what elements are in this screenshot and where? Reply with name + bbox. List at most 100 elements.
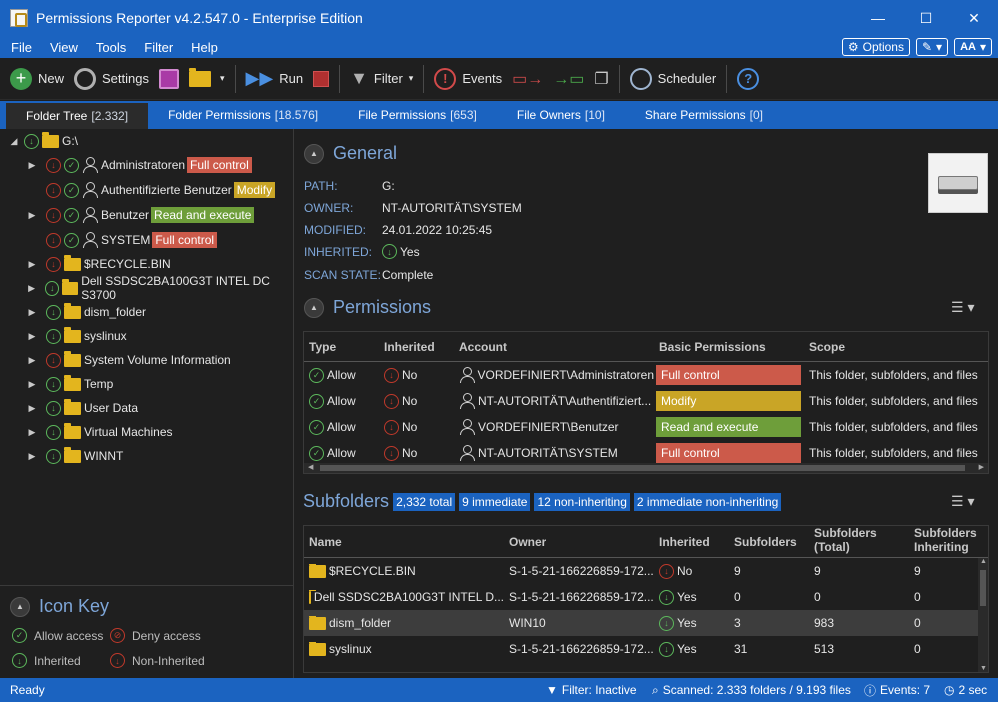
options-button[interactable]: ⚙ Options: [841, 38, 910, 56]
settings-button[interactable]: Settings: [74, 63, 149, 95]
table-row-selected[interactable]: dism_folder WIN10 ↓ Yes 3 983 0: [304, 610, 988, 636]
expand-icon[interactable]: ▶: [28, 306, 36, 317]
menu-help[interactable]: Help: [191, 39, 218, 55]
toolbar-separator: [618, 64, 620, 93]
expand-icon[interactable]: ▶: [28, 378, 36, 389]
expand-icon[interactable]: ▶: [28, 354, 36, 365]
inherited-icon: ↓: [12, 653, 27, 668]
tree-folder-row[interactable]: ▶ ↓ syslinux: [26, 324, 127, 348]
menu-view[interactable]: View: [49, 39, 78, 55]
tree-account-row[interactable]: ▶ ↓ ✓ Benutzer Read and execute: [26, 203, 255, 227]
tab-file-permissions[interactable]: File Permissions [653]: [358, 108, 477, 122]
expand-icon[interactable]: ▶: [28, 426, 36, 437]
events-button[interactable]: ! Events: [434, 63, 502, 95]
tab-share-permissions[interactable]: Share Permissions [0]: [644, 108, 763, 122]
allow-icon: ✓: [12, 628, 27, 643]
deny-icon: ⊘: [110, 628, 125, 643]
expand-icon[interactable]: ▶: [28, 282, 36, 293]
user-icon: [459, 445, 475, 461]
non-inherited-icon: ↓: [659, 563, 674, 579]
general-title: General: [333, 143, 398, 163]
subfolders-table-header: Name Owner Inherited Subfolders Subfolde…: [304, 526, 988, 558]
tree-folder-row[interactable]: ▶ ↓ WINNT: [26, 444, 123, 468]
tree-folder-row[interactable]: ▶ ↓ dism_folder: [26, 300, 146, 324]
tree-folder-row[interactable]: ▶ ↓ Dell SSDSC2BA100G3T INTEL DC S3700: [26, 274, 293, 302]
expand-icon[interactable]: ▶: [28, 209, 36, 220]
table-row[interactable]: ✓ Allow ↓ No VORDEFINIERT\Administratoren …: [304, 362, 988, 388]
stop-button[interactable]: [313, 63, 330, 95]
import-button[interactable]: →▭: [553, 63, 584, 95]
menu-filter[interactable]: Filter: [144, 39, 174, 55]
status-events[interactable]: ⓘ Events: 7: [864, 683, 931, 698]
gear-icon: ⚙: [847, 40, 859, 54]
tab-folder-tree[interactable]: Folder Tree [2.332]: [6, 103, 149, 129]
close-button[interactable]: ✕: [968, 9, 980, 26]
details-pane: ▲ General PATH: G: OWNER: NT-AUTORITÄT\S…: [295, 129, 998, 678]
help-button[interactable]: ?: [737, 63, 760, 95]
table-row[interactable]: syslinux S-1-5-21-166226859-172... ↓ Yes …: [304, 636, 988, 662]
expand-icon[interactable]: ▶: [28, 402, 36, 413]
status-filter[interactable]: ▼ Filter: Inactive: [546, 683, 637, 697]
search-icon: ⌕: [652, 682, 659, 697]
minimize-button[interactable]: —: [871, 10, 885, 26]
tree-account-row[interactable]: ↓ ✓ SYSTEM Full control: [26, 228, 218, 252]
scroll-left-icon[interactable]: ◀: [308, 464, 314, 471]
tab-folder-permissions[interactable]: Folder Permissions [18.576]: [168, 108, 319, 122]
tree-folder-row[interactable]: ▶ ↓ User Data: [26, 396, 138, 420]
icon-key-header: ▲ Icon Key: [10, 596, 109, 617]
export-button[interactable]: ▭→: [512, 63, 543, 95]
theme-button[interactable]: ✎ ▾: [915, 38, 949, 56]
copy-button[interactable]: ❐: [594, 63, 608, 95]
scheduler-button[interactable]: Scheduler: [629, 63, 716, 95]
tree-folder-row[interactable]: ▶ ↓ Virtual Machines: [26, 420, 173, 444]
users-icon: [82, 157, 98, 173]
inherited-icon: ↓: [659, 615, 674, 631]
collapse-button[interactable]: ▲: [304, 143, 324, 164]
tree-account-row[interactable]: ▶ ↓ ✓ Administratoren Full control: [26, 153, 252, 177]
table-row[interactable]: ✓ Allow ↓ No NT-AUTORITÄT\SYSTEM Full cont…: [304, 440, 988, 466]
new-button[interactable]: + New: [10, 63, 64, 95]
expand-icon[interactable]: ▶: [28, 258, 36, 269]
tree-account-row[interactable]: ↓ ✓ Authentifizierte Benutzer Modify: [26, 178, 276, 202]
expand-icon[interactable]: ▶: [28, 450, 36, 461]
table-row[interactable]: ✓ Allow ↓ No NT-AUTORITÄT\Authentifiziert.…: [304, 388, 988, 414]
horizontal-scrollbar[interactable]: ◀ ▶: [304, 463, 988, 473]
menu-tools[interactable]: Tools: [95, 39, 127, 55]
permission-badge: Read and execute: [656, 417, 801, 437]
folder-icon: [309, 642, 326, 656]
tab-file-owners[interactable]: File Owners [10]: [516, 108, 605, 122]
expand-icon[interactable]: ▶: [28, 330, 36, 341]
scrollbar-thumb[interactable]: [320, 465, 965, 471]
scrollbar-thumb[interactable]: [980, 570, 986, 606]
save-button[interactable]: [159, 63, 179, 95]
maximize-button[interactable]: ☐: [919, 9, 933, 26]
table-row[interactable]: Dell SSDSC2BA100G3T INTEL D... S-1-5-21-…: [304, 584, 988, 610]
permission-badge: Read and execute: [151, 207, 255, 223]
font-size-button[interactable]: AA ▾: [954, 38, 992, 56]
collapse-button[interactable]: ▲: [304, 297, 324, 318]
scroll-up-icon[interactable]: ▲: [980, 558, 987, 565]
menu-icon[interactable]: ☰ ▾: [951, 493, 975, 509]
collapse-button[interactable]: ▲: [10, 596, 30, 617]
tree-folder-row[interactable]: ▶ ↓ System Volume Information: [26, 348, 231, 372]
vertical-scrollbar[interactable]: ▲ ▼: [978, 558, 988, 672]
users-icon: [459, 393, 475, 409]
filter-button[interactable]: ▼ Filter ▾: [350, 68, 414, 88]
menu-file[interactable]: File: [11, 39, 32, 55]
run-button[interactable]: ▶▶ Run: [245, 68, 304, 88]
users-icon: [82, 182, 98, 198]
tree-folder-row[interactable]: ▶ ↓ $RECYCLE.BIN: [26, 252, 171, 276]
scroll-right-icon[interactable]: ▶: [978, 464, 984, 471]
collapse-icon[interactable]: ◢: [10, 135, 18, 146]
table-row[interactable]: $RECYCLE.BIN S-1-5-21-166226859-172... ↓…: [304, 558, 988, 584]
open-button[interactable]: ▾: [189, 63, 225, 95]
chevron-down-icon: ▾: [936, 40, 943, 54]
table-row[interactable]: ✓ Allow ↓ No VORDEFINIERT\Benutzer Read an…: [304, 414, 988, 440]
menu-icon[interactable]: ☰ ▾: [951, 299, 975, 315]
scroll-down-icon[interactable]: ▼: [980, 665, 987, 672]
expand-icon[interactable]: ▶: [28, 159, 36, 170]
tree-folder-row[interactable]: ▶ ↓ Temp: [26, 372, 113, 396]
allow-icon: ✓: [309, 393, 324, 409]
inherited-icon: ↓: [659, 589, 674, 605]
tree-root[interactable]: ◢ ↓ G:\: [8, 129, 78, 153]
